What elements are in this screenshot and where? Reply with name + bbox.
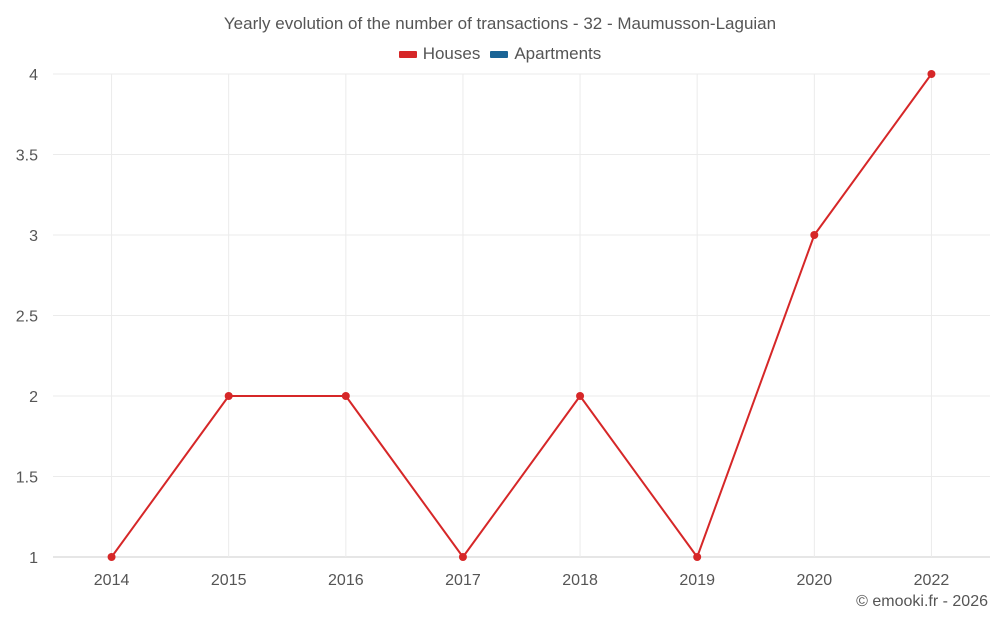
legend-label-houses: Houses bbox=[422, 44, 481, 63]
data-point-houses bbox=[693, 553, 702, 561]
x-tick-label: 2019 bbox=[679, 572, 715, 589]
x-tick-label: 2015 bbox=[211, 572, 247, 589]
x-tick-label: 2018 bbox=[562, 572, 598, 589]
series-layer bbox=[107, 70, 936, 561]
y-tick-label: 1.5 bbox=[16, 470, 38, 487]
x-tick-label: 2020 bbox=[797, 572, 833, 589]
y-tick-label: 2.5 bbox=[16, 309, 38, 326]
legend-swatch-apartments bbox=[490, 50, 509, 58]
legend-label-apartments: Apartments bbox=[514, 44, 602, 63]
data-point-houses bbox=[576, 392, 585, 400]
data-point-houses bbox=[341, 392, 350, 400]
x-tick-label: 2016 bbox=[328, 572, 364, 589]
x-tick-label: 2017 bbox=[445, 572, 481, 589]
y-tick-label: 3 bbox=[29, 228, 38, 245]
tick-layer: 1 1.5 2 2.5 3 3.5 4 2014 2015 2016 2017 2018 2019 202… bbox=[16, 67, 950, 589]
grid-layer bbox=[53, 73, 990, 558]
legend-item-apartments[interactable]: Apartments bbox=[490, 44, 601, 64]
data-point-houses bbox=[107, 553, 116, 561]
y-tick-label: 3.5 bbox=[16, 148, 38, 165]
chart-title: Yearly evolution of the number of transa… bbox=[223, 14, 777, 33]
data-point-houses bbox=[927, 70, 936, 78]
data-point-houses bbox=[458, 553, 467, 561]
legend-item-houses[interactable]: Houses bbox=[398, 44, 481, 64]
y-tick-label: 2 bbox=[29, 389, 38, 406]
data-point-houses bbox=[810, 231, 819, 239]
y-tick-label: 1 bbox=[29, 550, 38, 567]
series-line-houses bbox=[110, 73, 933, 558]
legend: Houses Apartments bbox=[0, 44, 1000, 64]
x-tick-label: 2014 bbox=[94, 572, 130, 589]
data-point-houses bbox=[224, 392, 233, 400]
y-tick-label: 4 bbox=[29, 67, 38, 84]
copyright-text: © emooki.fr - 2026 bbox=[856, 593, 988, 610]
x-tick-label: 2022 bbox=[914, 572, 950, 589]
legend-swatch-houses bbox=[398, 50, 417, 58]
